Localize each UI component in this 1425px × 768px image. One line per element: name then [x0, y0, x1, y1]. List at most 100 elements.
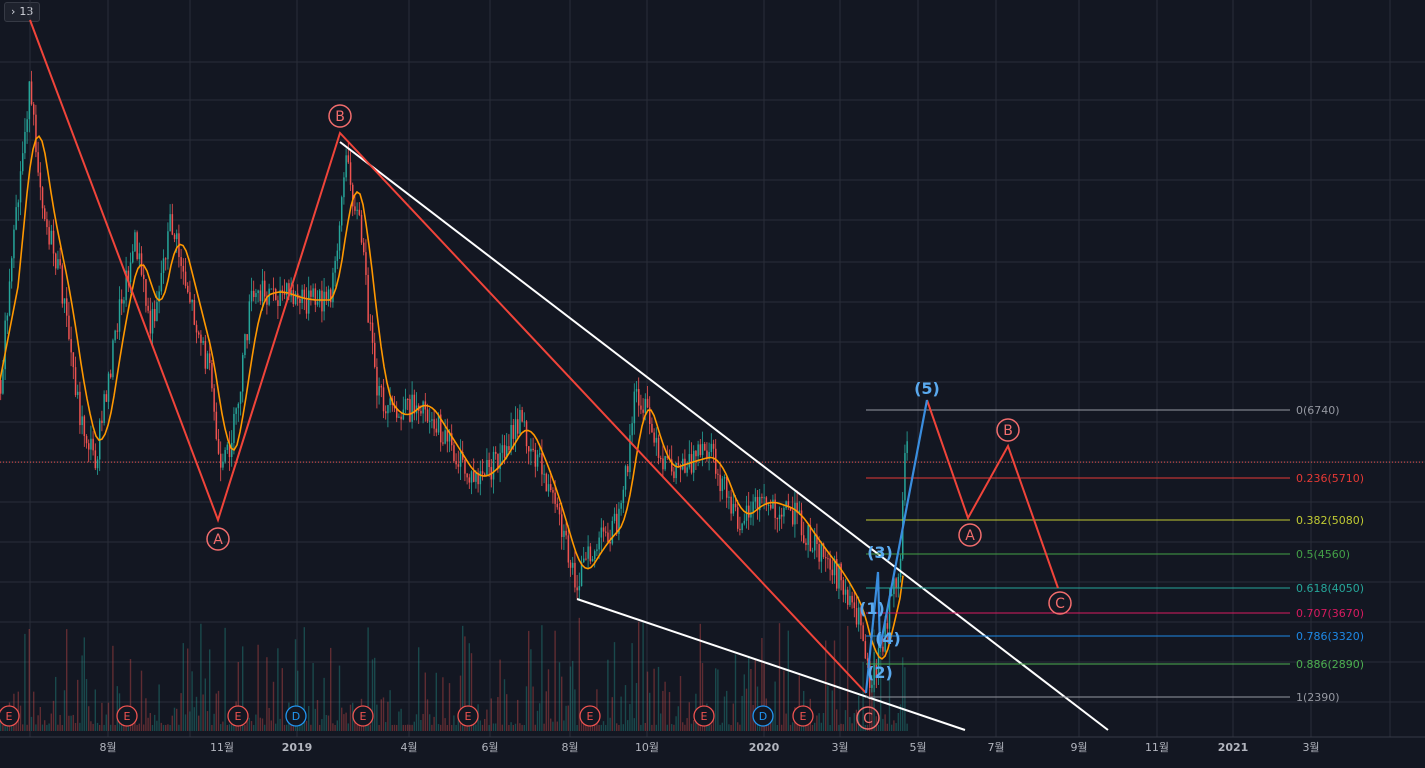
volume-bar [486, 709, 488, 731]
candle-body [118, 299, 121, 332]
volume-bar [140, 670, 143, 731]
candle-body [442, 442, 444, 444]
volume-bar [134, 722, 136, 731]
candle-body [380, 386, 383, 388]
candle-body [508, 446, 510, 450]
candle-body [83, 416, 86, 437]
volume-bar [121, 723, 123, 731]
volume-bar [66, 629, 68, 731]
volume-bar [453, 715, 455, 731]
candle-body [787, 501, 790, 508]
volume-bar [138, 723, 140, 731]
volume-bar [44, 720, 46, 731]
candle-body [55, 253, 57, 269]
candle-body [19, 171, 22, 203]
candle-body [426, 409, 429, 422]
candle-body [352, 184, 354, 207]
volume-bar [715, 668, 717, 731]
candle-body [545, 473, 548, 492]
candle-body [776, 517, 779, 520]
candle-body [250, 290, 253, 302]
candle-body [63, 298, 66, 304]
volume-bar [569, 666, 572, 731]
volume-bar [818, 713, 820, 731]
candlesticks [0, 70, 908, 700]
volume-bar [59, 714, 61, 731]
candle-body [264, 280, 266, 297]
volume-bar [816, 715, 818, 731]
volume-bar [578, 617, 580, 731]
candle-body [70, 339, 72, 353]
candle-body [891, 594, 893, 597]
time-axis-tick-label: 10월 [635, 741, 659, 754]
candle-body [4, 320, 6, 370]
candle-body [539, 453, 541, 455]
candle-body [501, 445, 504, 453]
candle-body [239, 391, 242, 404]
volume-bar [506, 694, 508, 731]
candle-body [349, 162, 352, 185]
volume-bar [684, 724, 686, 731]
volume-bar [402, 724, 404, 731]
volume-bar [312, 662, 314, 731]
time-axis-tick-label: 8월 [99, 741, 116, 754]
volume-bar [41, 724, 44, 731]
candle-body [261, 280, 264, 302]
candle-body [869, 660, 871, 688]
volume-bar [501, 724, 503, 731]
candle-body [0, 380, 2, 394]
volume-bar [539, 703, 541, 731]
volume-bar [404, 724, 407, 731]
volume-bar [96, 722, 99, 731]
volume-bar [721, 722, 723, 731]
candle-body [94, 450, 97, 469]
volume-bar [528, 630, 530, 731]
candle-body [754, 496, 757, 502]
volume-bar [510, 722, 512, 731]
candle-body [367, 274, 369, 323]
event-marker-text: E [800, 710, 807, 723]
volume-bar [369, 724, 371, 731]
candle-body [844, 589, 847, 595]
candle-body [820, 543, 823, 562]
candle-body [411, 394, 413, 422]
volume-bar [437, 724, 440, 731]
candle-body [519, 410, 521, 434]
candle-body [431, 419, 433, 421]
volume-bar [112, 645, 114, 731]
volume-bar [701, 663, 704, 731]
candle-body [114, 330, 116, 341]
candle-body [675, 462, 677, 479]
time-axis-tick-label: 11월 [210, 741, 234, 754]
wave-labels: A B C A B C (1) (2) (3) (4) (5) [206, 104, 1072, 730]
volume-bar [598, 724, 600, 731]
candle-body [457, 464, 460, 467]
candle-body [743, 520, 746, 524]
candle-body [88, 443, 90, 450]
volume-bar [763, 663, 765, 731]
candle-body [481, 471, 484, 474]
moving-averages [0, 136, 904, 660]
volume-bar [393, 724, 396, 731]
volume-bar [286, 724, 288, 731]
volume-bar [565, 705, 567, 731]
volume-bar [424, 672, 426, 731]
dividend-marker [752, 705, 774, 727]
volume-bar [567, 705, 569, 731]
volume-bar [193, 707, 195, 731]
time-axis-tick-label: 8월 [561, 741, 578, 754]
dividend-marker [285, 705, 307, 727]
wave-label-text: B [335, 109, 345, 125]
volume-bar [231, 723, 233, 731]
candle-body [50, 230, 53, 245]
volume-bar [217, 690, 220, 731]
impulse-wave-label: (5) [914, 379, 940, 398]
candle-body [369, 322, 372, 324]
volume-bar [787, 630, 789, 731]
candle-body [437, 414, 440, 433]
elliott-waves [29, 19, 1059, 694]
candle-body [873, 664, 875, 685]
candle-body [605, 531, 607, 533]
volume-bar [675, 716, 677, 731]
